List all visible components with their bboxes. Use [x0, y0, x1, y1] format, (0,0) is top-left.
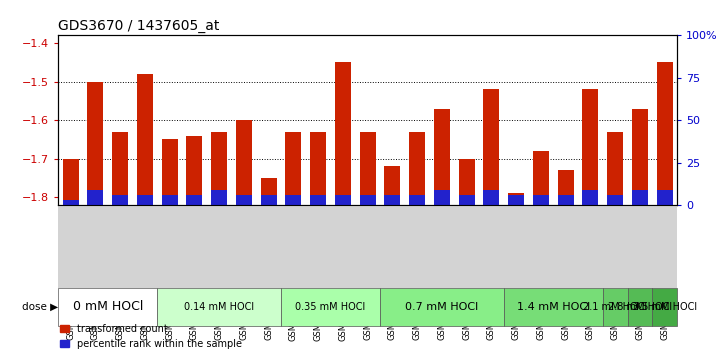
Bar: [632, 109, 648, 205]
Bar: [558, 195, 574, 205]
Text: 2.1 mM HOCl: 2.1 mM HOCl: [583, 302, 647, 312]
Bar: [112, 132, 128, 205]
Bar: [285, 195, 301, 205]
Text: 0 mM HOCl: 0 mM HOCl: [73, 300, 143, 313]
Bar: [483, 190, 499, 205]
Bar: [186, 195, 202, 205]
Bar: [459, 195, 475, 205]
Bar: [459, 159, 475, 205]
Bar: [483, 89, 499, 205]
FancyBboxPatch shape: [652, 288, 677, 326]
Bar: [434, 190, 450, 205]
Bar: [558, 170, 574, 205]
Bar: [186, 136, 202, 205]
Bar: [360, 132, 376, 205]
Bar: [137, 195, 153, 205]
Bar: [434, 109, 450, 205]
Bar: [582, 190, 598, 205]
Bar: [310, 195, 326, 205]
Bar: [261, 178, 277, 205]
Legend: transformed count, percentile rank within the sample: transformed count, percentile rank withi…: [56, 320, 246, 353]
Bar: [261, 195, 277, 205]
Bar: [335, 195, 351, 205]
FancyBboxPatch shape: [504, 288, 603, 326]
Text: 0.14 mM HOCl: 0.14 mM HOCl: [184, 302, 254, 312]
Bar: [87, 190, 103, 205]
Bar: [508, 195, 524, 205]
Text: dose ▶: dose ▶: [22, 302, 58, 312]
Bar: [582, 89, 598, 205]
Text: 2.8 mM HOCl: 2.8 mM HOCl: [608, 302, 672, 312]
Bar: [335, 62, 351, 205]
Bar: [409, 132, 425, 205]
Bar: [236, 120, 252, 205]
Text: GDS3670 / 1437605_at: GDS3670 / 1437605_at: [58, 19, 220, 33]
Text: 0.35 mM HOCl: 0.35 mM HOCl: [296, 302, 365, 312]
Text: 0.7 mM HOCl: 0.7 mM HOCl: [405, 302, 478, 312]
Bar: [360, 195, 376, 205]
FancyBboxPatch shape: [281, 288, 380, 326]
FancyBboxPatch shape: [380, 288, 504, 326]
Bar: [87, 82, 103, 205]
Bar: [533, 151, 549, 205]
Bar: [657, 190, 673, 205]
Bar: [607, 132, 623, 205]
FancyBboxPatch shape: [157, 288, 281, 326]
Bar: [211, 132, 227, 205]
Bar: [384, 166, 400, 205]
Bar: [409, 195, 425, 205]
Bar: [162, 195, 178, 205]
Bar: [607, 195, 623, 205]
Bar: [384, 195, 400, 205]
FancyBboxPatch shape: [628, 288, 652, 326]
Bar: [63, 200, 79, 205]
Text: 1.4 mM HOCl: 1.4 mM HOCl: [517, 302, 590, 312]
FancyBboxPatch shape: [603, 288, 628, 326]
Bar: [508, 194, 524, 205]
Bar: [137, 74, 153, 205]
Bar: [632, 190, 648, 205]
Bar: [63, 159, 79, 205]
Bar: [533, 195, 549, 205]
Bar: [112, 195, 128, 205]
Text: 3.5 mM HOCl: 3.5 mM HOCl: [633, 302, 697, 312]
FancyBboxPatch shape: [58, 288, 157, 326]
Bar: [236, 195, 252, 205]
Bar: [211, 190, 227, 205]
Bar: [285, 132, 301, 205]
Bar: [657, 62, 673, 205]
Bar: [162, 139, 178, 205]
Bar: [310, 132, 326, 205]
